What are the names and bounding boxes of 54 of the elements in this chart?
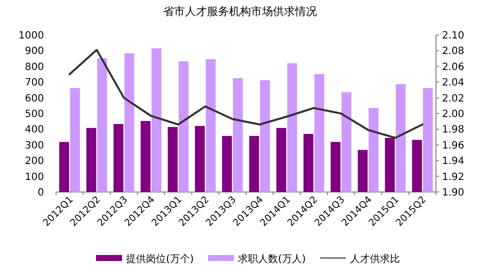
bar — [396, 84, 406, 192]
y2-tick-label: 2.04 — [442, 78, 464, 89]
y-tick-label: 300 — [24, 140, 44, 152]
y-tick-label: 500 — [24, 109, 44, 120]
bar — [168, 127, 178, 192]
bar — [97, 58, 108, 192]
y-tick-label: 900 — [24, 46, 44, 58]
chart-title: 省市人才服务机构市场供求情况 — [163, 5, 317, 18]
y2-tick-label: 2.06 — [442, 62, 464, 73]
bar — [304, 134, 314, 192]
bar — [287, 63, 298, 192]
y2-tick-label: 1.90 — [442, 188, 464, 198]
bar — [232, 78, 243, 192]
y2-tick-label: 2.02 — [442, 93, 464, 104]
bar — [194, 126, 205, 192]
legend-label: 提供岗位(万个) — [126, 253, 194, 265]
bar — [276, 128, 286, 192]
y-tick-label: 700 — [24, 78, 44, 89]
bar — [249, 136, 260, 192]
bar — [86, 128, 96, 192]
bar — [206, 59, 216, 192]
y-tick-label: 600 — [24, 93, 44, 104]
bar — [59, 142, 70, 192]
bar — [260, 80, 270, 192]
y-tick-label: 1000 — [18, 30, 44, 42]
y2-tick-label: 1.96 — [442, 140, 464, 152]
bar — [124, 53, 134, 192]
y2-tick-label: 2.08 — [442, 46, 464, 58]
bar — [358, 150, 368, 192]
legend-label: 人才供求比 — [350, 253, 400, 265]
bar — [114, 124, 124, 192]
bar — [314, 74, 324, 192]
y2-tick-label: 1.92 — [442, 172, 464, 183]
y-tick-label: 200 — [24, 156, 44, 168]
y-tick-label: 100 — [24, 172, 44, 183]
bar — [140, 121, 150, 192]
y-tick-label: 800 — [24, 62, 44, 73]
bar — [384, 138, 395, 192]
bar — [152, 48, 162, 192]
bar — [342, 92, 352, 192]
bar — [368, 108, 378, 192]
y-tick-label: 400 — [24, 124, 44, 136]
bar — [330, 142, 340, 192]
y-tick-label: 0 — [38, 188, 44, 198]
bar — [222, 136, 232, 192]
y2-tick-label: 2.00 — [442, 109, 464, 120]
bar — [422, 88, 433, 192]
y2-tick-label: 2.10 — [442, 30, 464, 42]
y2-tick-label: 1.94 — [442, 156, 464, 168]
bar — [70, 88, 80, 192]
bar — [178, 61, 188, 192]
bar — [412, 140, 422, 192]
y2-tick-label: 1.98 — [442, 124, 464, 136]
legend-label: 求职人数(万人) — [238, 253, 306, 265]
